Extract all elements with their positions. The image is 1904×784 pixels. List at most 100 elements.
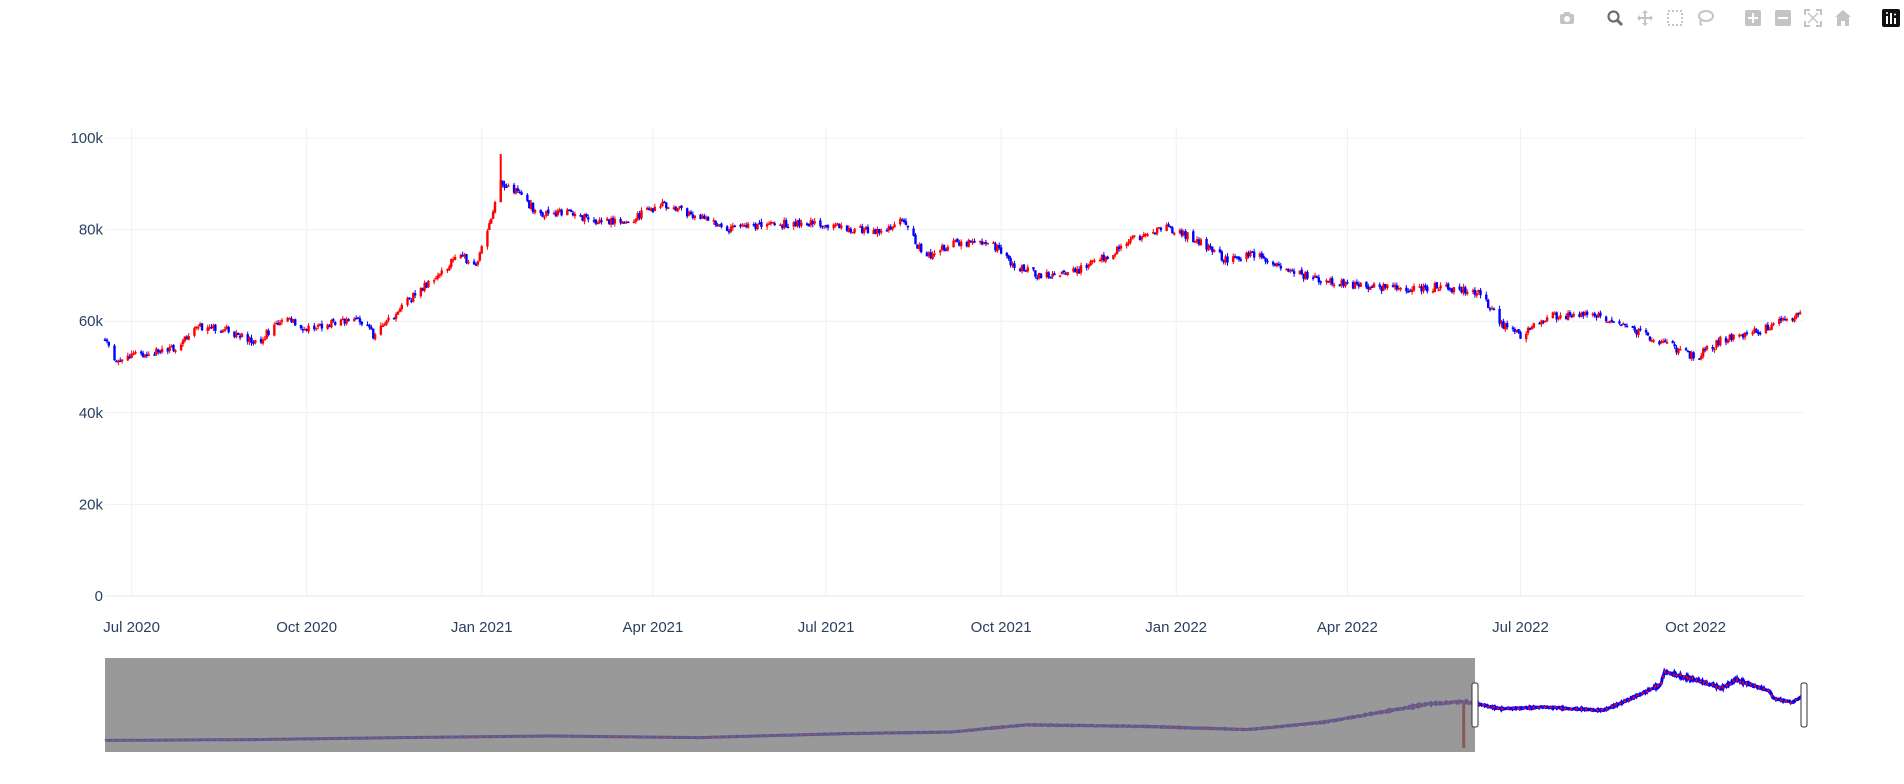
candle-increasing[interactable]	[659, 206, 662, 208]
candle-decreasing[interactable]	[958, 242, 961, 246]
candle-increasing[interactable]	[851, 231, 854, 234]
candle-increasing[interactable]	[1785, 319, 1789, 321]
candle-decreasing[interactable]	[157, 349, 160, 353]
candle-decreasing[interactable]	[1262, 256, 1265, 259]
candle-increasing[interactable]	[326, 324, 329, 329]
candle-decreasing[interactable]	[1407, 291, 1410, 293]
candle-decreasing[interactable]	[320, 323, 324, 329]
candle-decreasing[interactable]	[1688, 351, 1692, 359]
candle-decreasing[interactable]	[1024, 270, 1028, 272]
candle-increasing[interactable]	[412, 293, 415, 302]
candle-increasing[interactable]	[1462, 286, 1465, 293]
candle-decreasing[interactable]	[1633, 326, 1636, 331]
candle-decreasing[interactable]	[267, 330, 270, 335]
candle-increasing[interactable]	[286, 317, 289, 322]
candle-increasing[interactable]	[248, 337, 251, 342]
candle-increasing[interactable]	[1060, 271, 1064, 275]
candle-decreasing[interactable]	[1447, 283, 1450, 290]
candle-increasing[interactable]	[453, 256, 457, 260]
candle-increasing[interactable]	[383, 323, 386, 326]
candle-increasing[interactable]	[632, 221, 636, 224]
candle-increasing[interactable]	[1637, 329, 1640, 336]
candle-increasing[interactable]	[1193, 241, 1197, 243]
candle-decreasing[interactable]	[906, 225, 910, 228]
candle-decreasing[interactable]	[805, 223, 809, 225]
candle-decreasing[interactable]	[1247, 252, 1250, 257]
candle-decreasing[interactable]	[1646, 332, 1650, 336]
candle-increasing[interactable]	[946, 246, 950, 251]
candle-increasing[interactable]	[160, 348, 164, 353]
candle-increasing[interactable]	[859, 226, 862, 228]
candle-decreasing[interactable]	[1260, 253, 1263, 258]
candle-decreasing[interactable]	[1039, 273, 1043, 279]
candle-increasing[interactable]	[796, 220, 799, 227]
candle-increasing[interactable]	[1530, 326, 1534, 330]
candle-increasing[interactable]	[434, 277, 438, 280]
candle-decreasing[interactable]	[1007, 255, 1010, 259]
candle-increasing[interactable]	[419, 287, 423, 297]
candle-decreasing[interactable]	[1479, 290, 1482, 296]
candle-decreasing[interactable]	[1519, 331, 1522, 339]
candle-increasing[interactable]	[423, 282, 426, 291]
candle-decreasing[interactable]	[1311, 277, 1315, 279]
candle-increasing[interactable]	[705, 217, 708, 220]
candle-increasing[interactable]	[1677, 348, 1680, 354]
candle-increasing[interactable]	[195, 326, 198, 328]
candle-decreasing[interactable]	[554, 212, 558, 217]
candle-increasing[interactable]	[147, 354, 150, 356]
candle-increasing[interactable]	[1690, 351, 1693, 360]
candle-decreasing[interactable]	[651, 208, 655, 213]
candle-increasing[interactable]	[1165, 224, 1168, 231]
candle-decreasing[interactable]	[1300, 269, 1303, 275]
candle-increasing[interactable]	[672, 207, 676, 209]
candle-decreasing[interactable]	[1117, 246, 1121, 250]
candle-decreasing[interactable]	[1450, 288, 1454, 293]
candle-decreasing[interactable]	[1047, 272, 1050, 278]
candle-increasing[interactable]	[1157, 227, 1161, 229]
candle-decreasing[interactable]	[1684, 348, 1688, 351]
candle-decreasing[interactable]	[1671, 341, 1674, 344]
candle-increasing[interactable]	[634, 219, 638, 222]
candle-increasing[interactable]	[1329, 278, 1332, 283]
candle-increasing[interactable]	[198, 323, 202, 327]
candle-decreasing[interactable]	[689, 211, 693, 215]
candle-increasing[interactable]	[891, 226, 894, 230]
candle-increasing[interactable]	[1304, 271, 1307, 280]
candle-increasing[interactable]	[880, 231, 883, 233]
candle-increasing[interactable]	[1249, 251, 1252, 257]
candle-decreasing[interactable]	[720, 223, 723, 228]
candle-increasing[interactable]	[933, 253, 936, 255]
candle-decreasing[interactable]	[1620, 324, 1623, 327]
candle-increasing[interactable]	[1452, 287, 1456, 293]
candle-increasing[interactable]	[155, 348, 158, 355]
candle-decreasing[interactable]	[1273, 264, 1277, 266]
candle-increasing[interactable]	[609, 218, 613, 225]
candle-decreasing[interactable]	[1570, 315, 1574, 318]
candle-decreasing[interactable]	[461, 254, 464, 257]
candle-decreasing[interactable]	[674, 206, 677, 211]
candle-decreasing[interactable]	[1302, 274, 1305, 279]
candle-decreasing[interactable]	[1639, 328, 1642, 331]
candle-decreasing[interactable]	[716, 225, 719, 227]
candle-decreasing[interactable]	[153, 354, 156, 356]
candle-increasing[interactable]	[126, 355, 130, 361]
candle-increasing[interactable]	[1275, 263, 1279, 267]
candle-decreasing[interactable]	[1791, 318, 1794, 321]
candle-decreasing[interactable]	[1648, 336, 1652, 341]
candle-increasing[interactable]	[832, 224, 835, 229]
candle-decreasing[interactable]	[725, 226, 729, 231]
candle-decreasing[interactable]	[849, 228, 853, 233]
candle-decreasing[interactable]	[699, 214, 702, 219]
candle-decreasing[interactable]	[1542, 321, 1545, 323]
candle-decreasing[interactable]	[647, 208, 651, 210]
candle-increasing[interactable]	[771, 222, 775, 224]
candle-increasing[interactable]	[1186, 232, 1189, 240]
candle-decreasing[interactable]	[1673, 344, 1676, 347]
candle-increasing[interactable]	[583, 214, 586, 222]
candle-decreasing[interactable]	[665, 202, 668, 209]
candle-increasing[interactable]	[275, 322, 278, 325]
candle-decreasing[interactable]	[210, 326, 213, 329]
candle-decreasing[interactable]	[259, 339, 263, 343]
candle-increasing[interactable]	[223, 329, 227, 332]
candle-decreasing[interactable]	[238, 335, 242, 338]
